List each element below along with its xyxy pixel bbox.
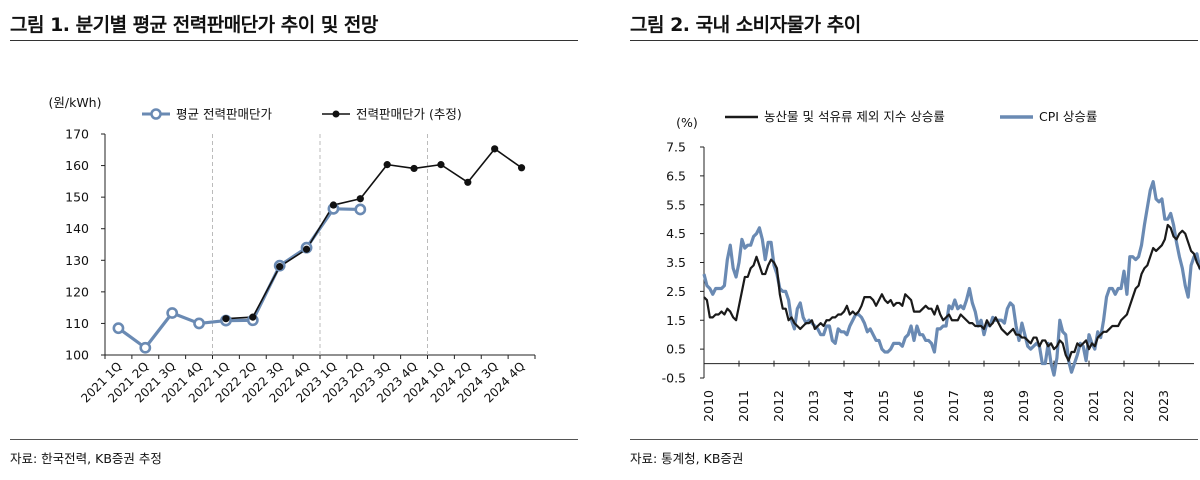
y-tick-label: 3.5 [666,255,686,270]
x-tick-label: 2014 [841,390,856,422]
x-tick-label: 2021 [1086,390,1101,422]
x-tick-label: 2015 [876,390,891,422]
x-tick-label: 2010 [701,390,716,422]
x-tick-label: 2023 [1156,390,1171,422]
y-unit-label: (%) [676,115,698,130]
y-tick-label: 6.5 [666,168,686,183]
data-point-avg [354,203,367,216]
legend-label-est: 전력판매단가 (추정) [356,107,462,122]
data-point-est [356,195,364,203]
x-tick-label: 2013 [806,390,821,422]
x-tick-label: 2012 [771,390,786,422]
y-tick-label: 110 [65,316,89,331]
figure-2-bottom-rule [630,439,1198,440]
series-line-cpi [702,180,1200,377]
figure-1-title: 그림 1. 분기별 평균 전력판매단가 추이 및 전망 [10,14,378,36]
data-point-est [249,313,257,321]
y-tick-label: 5.5 [666,197,686,212]
data-point-est [491,145,499,153]
data-point-est [329,201,338,209]
legend-label-core: 농산물 및 석유류 제외 지수 상승률 [764,109,945,124]
y-tick-label: 160 [65,158,89,173]
y-tick-label: 7.5 [666,140,686,155]
figure-1-source: 자료: 한국전력, KB증권 추정 [10,451,162,466]
y-tick-label: 150 [65,190,89,205]
y-tick-label: 170 [65,127,89,142]
figure-2-top-rule [630,40,1198,41]
data-point-est [302,245,311,253]
figure-2-source: 자료: 통계청, KB증권 [630,451,744,466]
y-tick-label: 140 [65,221,89,236]
y-tick-label: -0.5 [662,371,686,386]
legend-label-avg: 평균 전력판매단가 [176,107,272,122]
figure-1-panel: 그림 1. 분기별 평균 전력판매단가 추이 및 전망 (원/kWh) 평균 전… [10,0,580,480]
data-point-est [222,315,230,323]
x-tick-label: 2019 [1016,390,1031,422]
x-tick-label: 2016 [911,390,926,422]
data-point-est [410,164,418,173]
x-tick-label: 2011 [736,390,751,422]
y-unit-label: (원/kWh) [49,95,102,110]
data-point-est [437,161,445,169]
data-point-avg [112,322,125,335]
x-tick-label: 2022 [1121,390,1136,422]
x-tick-label: 2018 [981,390,996,422]
series-line-avg [117,207,361,350]
y-tick-label: 1.5 [666,313,686,328]
data-point-avg [166,307,179,319]
y-tick-label: 100 [65,348,89,363]
data-point-est [464,178,472,186]
data-point-est [276,263,284,271]
y-tick-label: 130 [65,253,89,268]
y-tick-label: 0.5 [666,342,686,357]
figure-2-panel: 그림 2. 국내 소비자물가 추이 (%) 농산물 및 석유류 제외 지수 상승… [630,0,1200,480]
chart-legend: 평균 전력판매단가 전력판매단가 (추정) [142,107,462,122]
figure-2-title: 그림 2. 국내 소비자물가 추이 [630,14,861,36]
data-point-avg [193,317,205,330]
figure-1-top-rule [10,40,578,41]
x-tick-label: 2020 [1051,390,1066,422]
x-tick-label: 2017 [946,390,961,422]
y-tick-label: 2.5 [666,284,686,299]
y-tick-label: 4.5 [666,226,686,241]
legend-label-cpi: CPI 상승률 [1039,109,1097,124]
data-point-est [383,161,391,169]
series-line-est [225,148,523,320]
legend-marker-avg [150,108,162,120]
figure-2-chart: (%) 농산물 및 석유류 제외 지수 상승률 CPI 상승률 -0.5 0.5 1… [662,109,1200,422]
chart-legend: 농산물 및 석유류 제외 지수 상승률 CPI 상승률 [725,109,1097,124]
figure-1-chart: (원/kWh) 평균 전력판매단가 전력판매단가 (추정) 100 110 120 1… [49,95,536,405]
data-point-est [517,164,526,172]
figure-1-bottom-rule [10,439,578,440]
legend-marker-est [332,110,340,118]
data-point-avg [139,341,152,354]
y-tick-label: 120 [65,284,89,299]
series-line-core [703,223,1200,362]
